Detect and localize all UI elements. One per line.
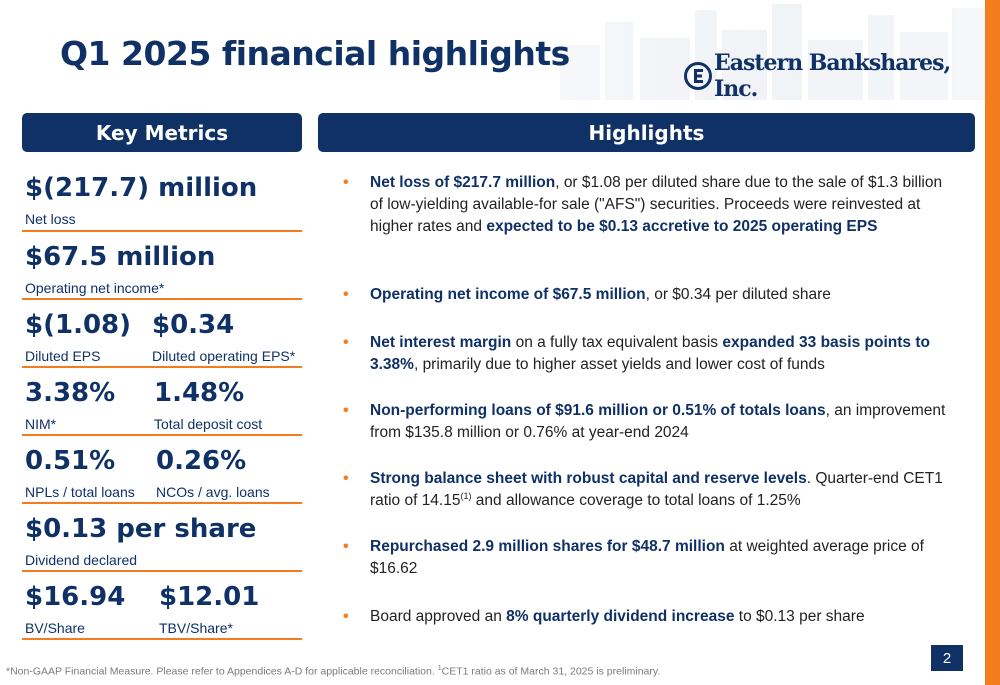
metric-row: 3.38% NIM* 1.48% Total deposit cost xyxy=(22,368,302,436)
metric-value: $67.5 million xyxy=(25,242,216,272)
highlight-bullet: Operating net income of $67.5 million, o… xyxy=(343,284,948,306)
metric-row: $0.13 per share Dividend declared xyxy=(22,504,302,572)
metric-value: $(1.08) xyxy=(25,310,132,340)
metric-row: $16.94 BV/Share $12.01 TBV/Share* xyxy=(22,572,302,640)
metric-cell: $0.34 Diluted operating EPS* xyxy=(152,300,295,364)
highlight-emphasis: expanded 33 basis points to 3.38% xyxy=(370,334,930,373)
key-metrics-list: $(217.7) million Net loss $67.5 million Ope… xyxy=(22,160,302,640)
key-metrics-header: Key Metrics xyxy=(22,113,302,152)
highlight-bullet: Net interest margin on a fully tax equiv… xyxy=(343,332,948,376)
metric-label: Net loss xyxy=(25,211,76,227)
highlight-bullet: Net loss of $217.7 million, or $1.08 per… xyxy=(343,172,948,238)
metric-value: $0.34 xyxy=(152,310,235,340)
highlight-emphasis: expected to be $0.13 accretive to 2025 o… xyxy=(486,218,878,235)
footnote-text-2: CET1 ratio as of March 31, 2025 is preli… xyxy=(441,665,661,678)
metric-cell: 0.26% NCOs / avg. loans xyxy=(156,436,270,500)
highlight-emphasis: Repurchased 2.9 million shares for $48.7… xyxy=(370,538,725,555)
metric-label: Total deposit cost xyxy=(154,416,263,432)
metric-label: Diluted EPS xyxy=(25,348,101,364)
highlight-text: at weighted average price of $16.62 xyxy=(370,538,924,577)
metric-cell: $(217.7) million Net loss xyxy=(25,160,257,227)
metric-value: $(217.7) million xyxy=(25,173,258,203)
metric-value: 0.26% xyxy=(156,446,247,476)
highlight-emphasis: Net loss of $217.7 million xyxy=(370,174,556,191)
metric-cell: $67.5 million Operating net income* xyxy=(25,232,215,296)
footnote-ref: (1) xyxy=(460,490,472,501)
metric-label: Operating net income* xyxy=(25,280,165,296)
metric-value: $12.01 xyxy=(159,582,260,612)
highlight-bullet: Strong balance sheet with robust capital… xyxy=(343,468,948,512)
metric-label: Diluted operating EPS* xyxy=(152,348,296,364)
highlight-text: , or $1.08 per diluted share due to the … xyxy=(370,174,943,235)
highlight-emphasis: Strong balance sheet with robust capital… xyxy=(370,470,807,487)
metric-cell: $16.94 BV/Share xyxy=(25,572,125,636)
highlight-text: to $0.13 per share xyxy=(734,608,865,625)
metric-value: 1.48% xyxy=(154,378,245,408)
metric-cell: $(1.08) Diluted EPS xyxy=(25,300,131,364)
highlight-emphasis: 8% quarterly dividend increase xyxy=(506,608,735,625)
footnote-text: *Non-GAAP Financial Measure. Please refe… xyxy=(6,665,438,678)
metric-cell: 0.51% NPLs / total loans xyxy=(25,436,135,500)
highlight-text: and allowance coverage to total loans of… xyxy=(471,492,801,509)
metric-label: Dividend declared xyxy=(25,552,138,568)
highlight-text: Board approved an xyxy=(370,608,507,625)
company-logo: Eastern Bankshares, Inc. xyxy=(683,50,1000,102)
metric-row: $(1.08) Diluted EPS $0.34 Diluted operating… xyxy=(22,300,302,368)
metric-label: NCOs / avg. loans xyxy=(156,484,270,500)
metric-row: $67.5 million Operating net income* xyxy=(22,232,302,300)
metric-cell: $0.13 per share Dividend declared xyxy=(25,504,256,568)
eb-logo-icon xyxy=(683,62,712,90)
metric-cell: 3.38% NIM* xyxy=(25,368,115,432)
skyline-background xyxy=(0,0,985,100)
metric-label: BV/Share xyxy=(25,620,85,636)
page-number: 2 xyxy=(931,645,963,671)
highlights-header: Highlights xyxy=(318,113,975,152)
highlight-bullet: Board approved an 8% quarterly dividend … xyxy=(343,606,948,628)
slide-title: Q1 2025 financial highlights xyxy=(60,34,570,73)
highlight-text: on a fully tax equivalent basis xyxy=(511,334,723,351)
metric-row: 0.51% NPLs / total loans 0.26% NCOs / avg. … xyxy=(22,436,302,504)
orange-accent-bar xyxy=(985,0,1000,685)
highlight-text: , or $0.34 per diluted share xyxy=(645,286,831,303)
footnote: *Non-GAAP Financial Measure. Please refe… xyxy=(6,665,660,678)
highlight-emphasis: Operating net income of $67.5 million xyxy=(370,286,646,303)
logo-text: Eastern Bankshares, Inc. xyxy=(713,50,951,102)
metric-value: 3.38% xyxy=(25,378,116,408)
highlight-bullet: Non-performing loans of $91.6 million or… xyxy=(343,400,948,444)
metric-label: TBV/Share* xyxy=(159,620,233,636)
highlight-emphasis: Non-performing loans of $91.6 million or… xyxy=(370,402,826,419)
footnote-marker: 1 xyxy=(437,665,442,672)
highlight-emphasis: Net interest margin xyxy=(370,334,512,351)
metric-cell: $12.01 TBV/Share* xyxy=(159,572,259,636)
highlight-text: . Quarter-end CET1 ratio of 14.15 xyxy=(370,470,943,509)
metric-value: $16.94 xyxy=(25,582,126,612)
metric-label: NIM* xyxy=(25,416,57,432)
metric-row: $(217.7) million Net loss xyxy=(22,160,302,232)
highlight-bullet: Repurchased 2.9 million shares for $48.7… xyxy=(343,536,948,580)
metric-value: $0.13 per share xyxy=(25,514,257,544)
highlight-text: , primarily due to higher asset yields a… xyxy=(413,356,825,373)
metric-value: 0.51% xyxy=(25,446,116,476)
metric-cell: 1.48% Total deposit cost xyxy=(154,368,262,432)
highlight-text: , an improvement from $135.8 million or … xyxy=(370,402,946,441)
metric-label: NPLs / total loans xyxy=(25,484,135,500)
